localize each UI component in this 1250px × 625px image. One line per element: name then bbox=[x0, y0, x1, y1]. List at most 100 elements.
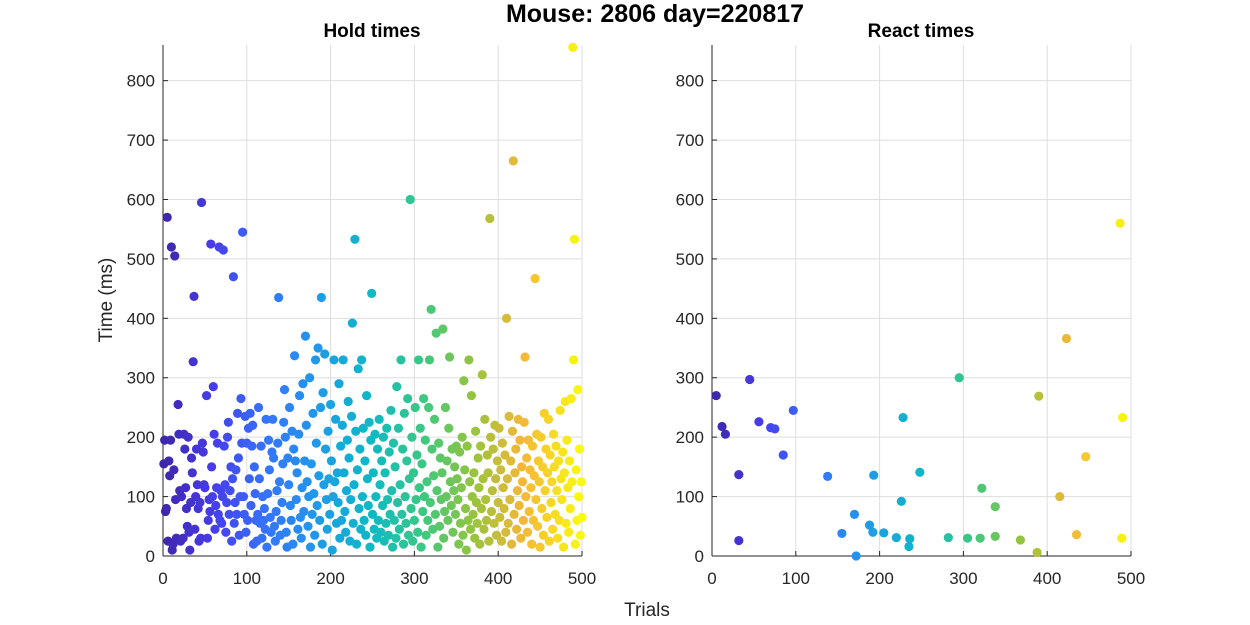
hold-times-point bbox=[486, 506, 497, 517]
hold-times-point bbox=[472, 518, 482, 528]
hold-times-point bbox=[464, 355, 474, 365]
hold-times-point bbox=[524, 506, 534, 517]
hold-times-point bbox=[485, 213, 495, 224]
hold-times-point bbox=[211, 500, 221, 511]
hold-times-point bbox=[566, 393, 576, 404]
hold-times-point bbox=[522, 453, 532, 463]
hold-times-point bbox=[218, 245, 228, 255]
hold-times-point bbox=[567, 477, 577, 487]
hold-times-point bbox=[388, 542, 398, 552]
react-times-point bbox=[898, 412, 908, 423]
hold-times-point bbox=[407, 432, 417, 442]
hold-times-point bbox=[347, 318, 357, 328]
hold-times-point bbox=[207, 491, 218, 502]
hold-times-point bbox=[315, 402, 326, 413]
hold-times-point bbox=[442, 456, 452, 466]
react-times-point bbox=[1032, 547, 1042, 558]
hold-times-point bbox=[475, 539, 485, 549]
hold-times-point bbox=[517, 462, 527, 472]
hold-times-point bbox=[346, 494, 356, 505]
hold-times-point bbox=[248, 420, 258, 430]
hold-times-point bbox=[559, 468, 570, 478]
hold-times-point bbox=[432, 486, 442, 496]
hold-times-point bbox=[545, 450, 555, 460]
hold-times-point bbox=[355, 444, 365, 454]
hold-times-point bbox=[371, 491, 381, 502]
hold-times-point bbox=[232, 408, 243, 418]
hold-times-point bbox=[462, 441, 472, 451]
react-times-y-tick-label: 100 bbox=[676, 488, 704, 507]
hold-times-point bbox=[453, 494, 463, 505]
hold-times-point bbox=[426, 304, 436, 315]
react-times-point bbox=[849, 509, 860, 520]
hold-times-point bbox=[506, 456, 516, 466]
hold-times-point bbox=[318, 387, 328, 398]
hold-times-point bbox=[285, 500, 295, 511]
hold-times-point bbox=[458, 530, 468, 540]
hold-times-point bbox=[195, 497, 205, 508]
hold-times-point bbox=[273, 438, 283, 448]
react-times-point bbox=[1081, 452, 1091, 462]
hold-times-point bbox=[309, 489, 319, 499]
hold-times-point bbox=[512, 486, 523, 496]
hold-times-point bbox=[403, 393, 413, 404]
hold-times-y-tick-label: 800 bbox=[127, 72, 155, 91]
hold-times-point bbox=[414, 483, 425, 493]
hold-times-point bbox=[238, 227, 248, 237]
hold-times-point bbox=[481, 515, 492, 525]
hold-times-point bbox=[497, 438, 507, 448]
hold-times-point bbox=[439, 506, 450, 517]
react-times-x-tick-label: 100 bbox=[782, 569, 810, 588]
hold-times-y-tick-label: 300 bbox=[127, 369, 155, 388]
hold-times-point bbox=[280, 432, 290, 442]
hold-times-point bbox=[314, 471, 324, 481]
hold-times-point bbox=[502, 474, 513, 484]
react-times-point bbox=[943, 532, 953, 543]
hold-times-point bbox=[499, 503, 509, 514]
react-times-point bbox=[891, 532, 901, 543]
react-times-y-tick-label: 800 bbox=[676, 72, 704, 91]
hold-times-point bbox=[325, 509, 335, 520]
hold-times-point bbox=[434, 438, 444, 448]
hold-times-point bbox=[241, 527, 251, 537]
hold-times-point bbox=[302, 477, 312, 487]
hold-times-point bbox=[558, 447, 568, 457]
hold-times-point bbox=[574, 444, 585, 454]
react-times-y-tick-label: 0 bbox=[695, 547, 704, 566]
hold-times-point bbox=[301, 420, 311, 430]
hold-times-point bbox=[176, 491, 187, 502]
hold-times-point bbox=[510, 468, 520, 478]
hold-times-point bbox=[419, 491, 430, 502]
hold-times-point bbox=[305, 373, 315, 383]
hold-times-point bbox=[446, 500, 456, 511]
hold-times-point bbox=[274, 292, 284, 303]
hold-times-plot: Hold times 0 100 200 300 400 500 0 100 200 300 400… bbox=[127, 21, 597, 588]
hold-times-point bbox=[201, 390, 212, 401]
hold-times-point bbox=[323, 426, 333, 436]
hold-times-point bbox=[238, 491, 249, 502]
hold-times-point bbox=[387, 486, 397, 496]
hold-times-point bbox=[320, 444, 331, 454]
hold-times-point bbox=[483, 468, 493, 478]
hold-times-point bbox=[530, 273, 540, 284]
hold-times-point bbox=[574, 491, 584, 502]
hold-times-point bbox=[188, 357, 198, 367]
hold-times-point bbox=[547, 477, 557, 487]
hold-times-point bbox=[493, 497, 503, 508]
hold-times-point bbox=[320, 349, 330, 359]
react-times-point bbox=[1071, 530, 1082, 540]
hold-times-point bbox=[308, 408, 318, 418]
hold-times-point bbox=[227, 536, 237, 546]
hold-times-point bbox=[253, 402, 264, 413]
hold-times-point bbox=[359, 515, 369, 525]
react-times-y-tick-label: 700 bbox=[676, 131, 704, 150]
hold-times-point bbox=[360, 456, 370, 466]
hold-times-point bbox=[495, 512, 505, 522]
hold-times-point bbox=[190, 524, 200, 534]
hold-times-point bbox=[444, 352, 455, 362]
hold-times-point bbox=[334, 379, 344, 389]
hold-times-point bbox=[196, 533, 206, 543]
hold-times-point bbox=[208, 382, 218, 392]
hold-times-point bbox=[393, 497, 403, 508]
hold-times-point bbox=[393, 423, 404, 433]
